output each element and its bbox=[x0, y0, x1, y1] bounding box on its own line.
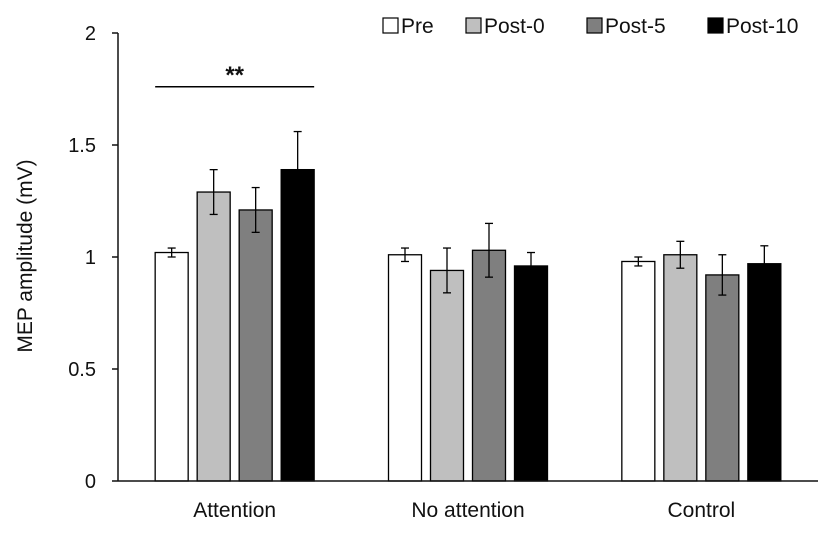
legend-swatch bbox=[586, 17, 603, 34]
bar bbox=[238, 209, 273, 482]
y-tick-label: 1.5 bbox=[68, 135, 96, 157]
bar bbox=[471, 249, 507, 482]
bar bbox=[429, 269, 465, 482]
legend: Pre Post-0 Post-5 Post-10 bbox=[382, 15, 798, 38]
x-category-label: Attention bbox=[193, 499, 276, 522]
bar bbox=[280, 168, 315, 482]
legend-label: Post-5 bbox=[605, 15, 666, 38]
bars bbox=[154, 168, 782, 482]
y-axis-title: MEP amplitude (mV) bbox=[14, 159, 37, 352]
y-tick-label: 0 bbox=[85, 471, 96, 493]
bar bbox=[705, 274, 740, 482]
x-category-label: No attention bbox=[411, 499, 524, 522]
bar bbox=[663, 254, 698, 482]
bar bbox=[387, 254, 423, 482]
x-axis: Attention No attention Control bbox=[118, 480, 818, 522]
significance-marker: ** bbox=[225, 62, 244, 89]
legend-label: Post-10 bbox=[726, 15, 798, 38]
bar bbox=[196, 191, 231, 482]
legend-swatch bbox=[465, 17, 482, 34]
y-tick-label: 1 bbox=[85, 247, 96, 269]
y-axis: 0 0.5 1 1.5 2 bbox=[68, 23, 119, 493]
bar bbox=[621, 260, 656, 482]
y-tick-label: 2 bbox=[85, 23, 96, 45]
bar bbox=[747, 263, 782, 482]
x-category-label: Control bbox=[667, 499, 735, 522]
y-tick-label: 0.5 bbox=[68, 359, 96, 381]
annotations: ** bbox=[155, 62, 315, 89]
legend-label: Post-0 bbox=[484, 15, 545, 38]
bar bbox=[154, 251, 189, 482]
legend-label: Pre bbox=[401, 15, 434, 38]
error-bars bbox=[167, 130, 769, 296]
bar bbox=[513, 265, 549, 482]
legend-swatch bbox=[707, 17, 724, 34]
legend-swatch bbox=[382, 17, 399, 34]
